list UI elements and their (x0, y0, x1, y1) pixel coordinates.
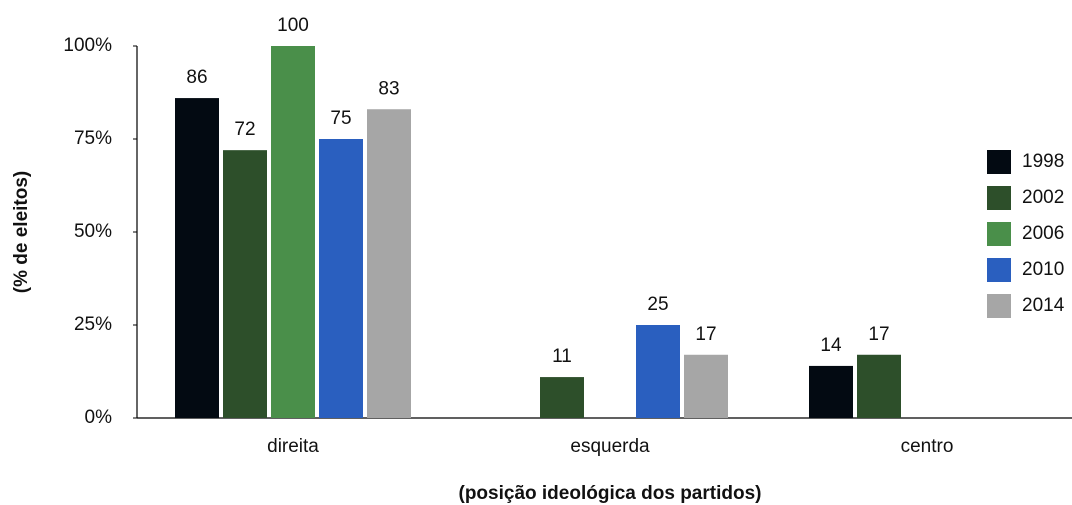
value-label: 83 (378, 78, 399, 99)
bar (809, 365, 853, 418)
bar (223, 150, 267, 418)
legend-swatch (987, 150, 1011, 174)
value-label: 72 (234, 119, 255, 140)
legend-label: 2014 (1022, 295, 1065, 316)
value-label: 17 (695, 324, 716, 345)
x-tick-label: esquerda (570, 436, 650, 457)
legend-label: 2010 (1022, 259, 1064, 280)
bar (684, 354, 728, 418)
x-axis-label: (posição ideológica dos partidos) (459, 483, 762, 504)
y-tick-label: 25% (74, 314, 112, 335)
legend-swatch (987, 258, 1011, 282)
bar (540, 377, 584, 418)
legend-label: 2002 (1022, 187, 1064, 208)
value-label: 100 (277, 15, 309, 36)
value-label: 17 (868, 324, 889, 345)
value-label: 86 (186, 67, 207, 88)
bar (367, 109, 411, 419)
value-label: 75 (330, 108, 351, 129)
legend-swatch (987, 186, 1011, 210)
y-tick-label: 75% (74, 128, 112, 149)
y-tick-label: 50% (74, 221, 112, 242)
y-tick-label: 0% (85, 407, 113, 428)
bar (271, 46, 315, 418)
bar (175, 98, 219, 418)
x-tick-label: direita (267, 436, 319, 457)
legend-swatch (987, 222, 1011, 246)
y-tick-label: 100% (63, 35, 112, 56)
bar (857, 354, 901, 418)
y-axis-label: (% de eleitos) (11, 171, 32, 293)
legend-swatch (987, 294, 1011, 318)
legend-label: 2006 (1022, 223, 1064, 244)
value-label: 14 (820, 335, 842, 356)
value-label: 25 (647, 294, 668, 315)
legend-label: 1998 (1022, 151, 1064, 172)
bar (319, 139, 363, 418)
x-tick-label: centro (901, 436, 954, 457)
bar (636, 325, 680, 418)
value-label: 11 (552, 346, 572, 367)
